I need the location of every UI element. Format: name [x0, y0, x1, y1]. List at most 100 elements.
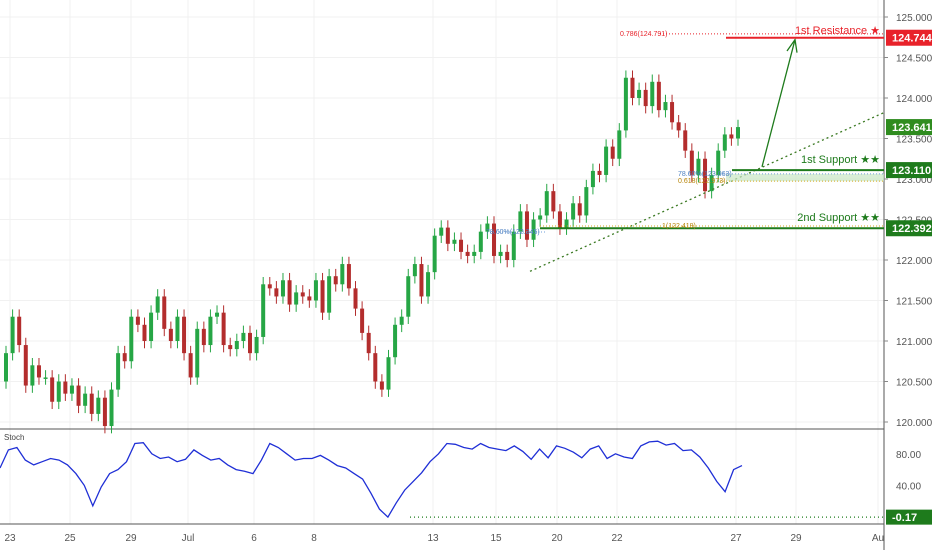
candle-body — [439, 227, 444, 236]
chart-drawings: 0.786(124.791) 1st Resistance ★ 78.60%(1… — [486, 25, 885, 272]
projection-arrow[interactable] — [761, 39, 796, 168]
support1-label: 1st Support ★★ — [801, 154, 880, 166]
candle-body — [623, 77, 628, 131]
time-tick-label: 27 — [730, 533, 742, 544]
candle-body — [445, 227, 450, 244]
candle-body — [175, 316, 180, 341]
support1-fib-b-label: 0.618(122.973) — [678, 178, 725, 185]
time-tick-label: 13 — [427, 533, 439, 544]
support1-zone — [726, 173, 884, 182]
candle-body — [234, 341, 239, 350]
candle-body — [182, 316, 187, 354]
stoch-tick-label: 40.00 — [896, 481, 921, 492]
stoch-label: Stoch — [4, 433, 24, 442]
time-tick-label: 20 — [551, 533, 563, 544]
candlestick-series — [4, 70, 740, 434]
candle-body — [597, 170, 602, 175]
candle-body — [637, 89, 642, 98]
resistance-badge-text: 124.744 — [892, 33, 932, 45]
candle-body — [366, 332, 371, 354]
price-tick-label: 122.000 — [896, 256, 932, 267]
candle-body — [722, 134, 727, 151]
candle-body — [604, 146, 609, 175]
support2-badge-bg — [886, 220, 932, 237]
price-tick-label: 124.000 — [896, 94, 932, 105]
resistance-badge-bg — [886, 29, 932, 46]
candle-body — [221, 312, 226, 346]
candle-body — [689, 150, 694, 175]
candle-body — [505, 251, 510, 260]
candle-body — [511, 231, 516, 260]
candle-body — [379, 381, 384, 390]
support1-badge-text: 123.110 — [892, 165, 931, 177]
candle-body — [122, 353, 127, 362]
candle-body — [56, 381, 61, 402]
candle-body — [102, 397, 107, 427]
candle-body — [274, 288, 279, 297]
candle-body — [201, 328, 206, 346]
stoch-axis: 80.00 40.00 — [896, 450, 921, 493]
time-tick-label: 29 — [125, 533, 137, 544]
candle-body — [208, 316, 213, 346]
candle-body — [300, 292, 305, 297]
current-price-badge: 123.641 — [886, 119, 932, 136]
candle-body — [399, 316, 404, 325]
candle-body — [650, 81, 655, 107]
candle-body — [149, 312, 154, 341]
candle-body — [459, 239, 464, 252]
candle-body — [590, 170, 595, 188]
candle-body — [195, 328, 200, 378]
candle-body — [531, 219, 536, 240]
time-tick-label: 29 — [790, 533, 802, 544]
time-tick-label: Au — [872, 533, 884, 544]
candle-body — [135, 316, 140, 325]
candle-body — [267, 284, 272, 289]
time-tick-label: 6 — [251, 533, 257, 544]
time-axis[interactable]: 23 25 29 Jul 6 8 13 15 20 22 27 29 Au — [4, 533, 884, 544]
candle-body — [683, 130, 688, 151]
candle-body — [412, 264, 417, 277]
candle-body — [254, 336, 259, 354]
candle-body — [485, 223, 490, 232]
candle-body — [109, 389, 114, 427]
candle-body — [280, 280, 285, 297]
ascending-trendline[interactable] — [529, 111, 885, 272]
current-badge-bg — [886, 119, 932, 136]
resistance-label: 1st Resistance ★ — [795, 25, 880, 37]
time-tick-label: 22 — [611, 533, 623, 544]
candle-body — [10, 316, 15, 354]
current-badge-text: 123.641 — [892, 122, 932, 134]
candle-body — [373, 353, 378, 382]
candle-body — [703, 158, 708, 192]
candle-body — [76, 385, 81, 406]
support2-badge-text: 122.392 — [892, 223, 932, 235]
resistance-price-badge: 124.744 — [886, 29, 932, 46]
candle-body — [50, 377, 55, 402]
stoch-badge-text: -0.17 — [892, 512, 917, 524]
price-tick-label: 124.500 — [896, 54, 932, 65]
time-tick-label: 15 — [490, 533, 502, 544]
candle-body — [709, 174, 714, 192]
candle-body — [406, 276, 411, 317]
candle-body — [241, 332, 246, 341]
candle-body — [36, 365, 41, 378]
candle-body — [4, 353, 8, 382]
price-tick-label: 121.500 — [896, 297, 932, 308]
stoch-line — [0, 440, 743, 519]
candle-body — [670, 102, 675, 123]
candle-body — [584, 187, 589, 216]
candle-body — [96, 397, 101, 414]
candle-body — [452, 239, 457, 244]
candle-body — [663, 102, 668, 111]
price-tick-label: 120.000 — [896, 418, 932, 429]
candle-body — [617, 130, 622, 159]
price-tick-label: 125.000 — [896, 13, 932, 24]
candle-body — [346, 264, 351, 289]
candle-body — [419, 264, 424, 297]
candle-body — [716, 150, 721, 175]
support2-fib-right-label: 1(122.419) — [662, 223, 696, 230]
stoch-value-badge: -0.17 — [886, 509, 932, 525]
candle-body — [320, 280, 325, 313]
candle-body — [228, 345, 233, 350]
